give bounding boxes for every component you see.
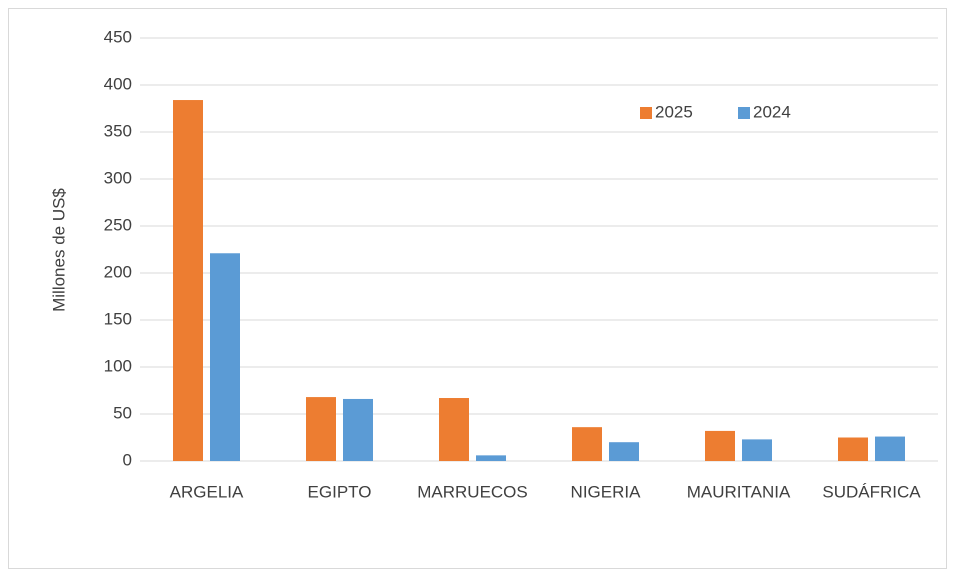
y-tick-label: 300	[104, 168, 132, 187]
y-tick-label: 350	[104, 121, 132, 140]
x-tick-label: NIGERIA	[571, 482, 642, 501]
bar	[572, 427, 602, 461]
bar	[306, 397, 336, 461]
x-tick-label: SUDÁFRICA	[822, 482, 921, 501]
x-tick-label: ARGELIA	[170, 482, 244, 501]
legend-swatch	[738, 107, 750, 119]
y-tick-label: 100	[104, 356, 132, 375]
bar	[742, 439, 772, 461]
y-axis-label: Millones de US$	[49, 188, 68, 312]
bar	[838, 437, 868, 461]
bar	[439, 398, 469, 461]
y-tick-label: 200	[104, 262, 132, 281]
y-tick-label: 250	[104, 215, 132, 234]
y-tick-label: 50	[113, 403, 132, 422]
y-tick-label: 0	[123, 450, 132, 469]
bar	[476, 455, 506, 461]
y-tick-label: 450	[104, 27, 132, 46]
x-tick-label: MAURITANIA	[687, 482, 791, 501]
x-tick-label: EGIPTO	[308, 482, 372, 501]
legend-label: 2024	[753, 102, 791, 121]
chart-border	[8, 8, 947, 569]
bar	[875, 436, 905, 461]
bar	[609, 442, 639, 461]
y-tick-label: 150	[104, 309, 132, 328]
legend-label: 2025	[655, 102, 693, 121]
bar	[705, 430, 735, 461]
legend-swatch	[640, 107, 652, 119]
y-tick-label: 400	[104, 74, 132, 93]
bar	[173, 100, 203, 461]
bar	[210, 253, 240, 461]
bar	[343, 398, 373, 461]
x-tick-label: MARRUECOS	[417, 482, 528, 501]
